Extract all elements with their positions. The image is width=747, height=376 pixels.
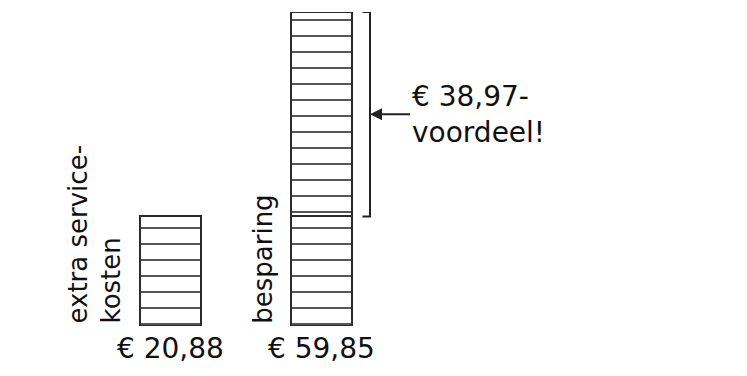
svg-text:besparing: besparing [248, 194, 278, 323]
svg-text:€ 38,97-voordeel!: € 38,97-voordeel! [412, 80, 545, 149]
svg-text:€ 20,88: € 20,88 [117, 332, 224, 365]
svg-text:€ 59,85: € 59,85 [268, 332, 375, 365]
svg-text:extra service-kosten: extra service-kosten [63, 145, 127, 324]
